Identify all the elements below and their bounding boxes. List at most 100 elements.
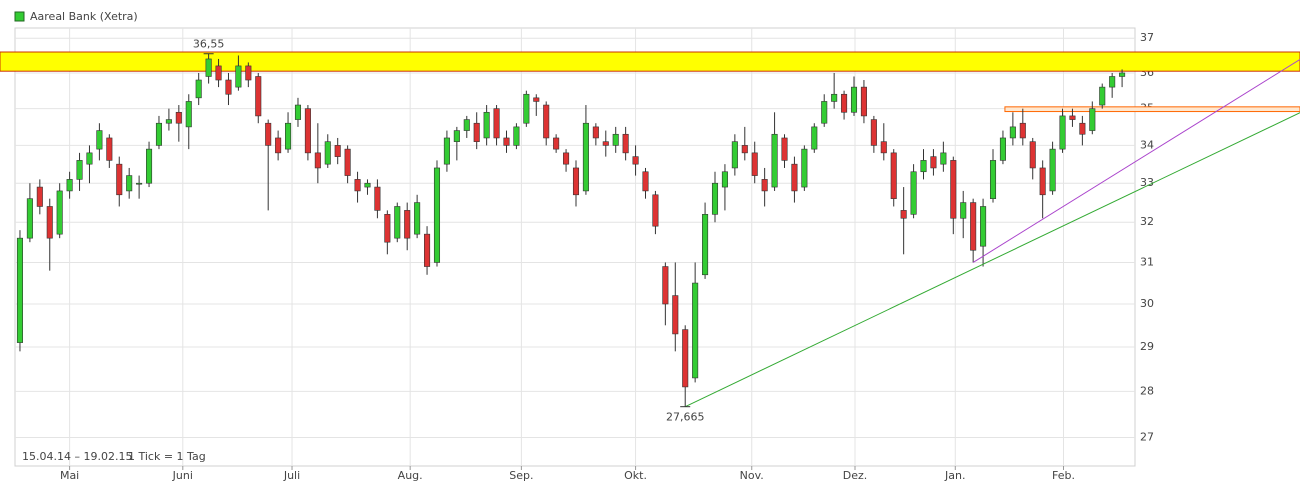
candle-body	[920, 160, 927, 173]
candle-body	[46, 206, 53, 239]
resolution: 1 Tick = 1 Tag	[128, 450, 206, 463]
trendline	[684, 112, 1300, 408]
candle-body	[989, 160, 997, 199]
candle-body	[324, 141, 331, 165]
candle-body	[126, 175, 133, 192]
y-tick-label: 33	[1140, 176, 1154, 189]
y-tick-label: 29	[1140, 340, 1154, 353]
candle-body	[761, 179, 768, 192]
candle-body	[483, 111, 490, 139]
x-tick-label: Jan.	[944, 469, 965, 482]
candle-body	[1089, 108, 1096, 131]
candle-body	[533, 97, 540, 102]
candle-body	[493, 108, 500, 139]
candle-body	[314, 152, 321, 169]
candle-body	[582, 122, 589, 192]
candle-body	[602, 141, 609, 146]
trendline	[972, 58, 1300, 263]
candle-body	[841, 93, 848, 113]
y-tick-label: 34	[1140, 138, 1154, 151]
candle-body	[999, 137, 1006, 161]
candle-body	[463, 119, 470, 131]
y-tick-label: 32	[1140, 215, 1154, 228]
candle-body	[811, 126, 818, 150]
candle-body	[543, 104, 550, 139]
y-tick-label: 30	[1140, 297, 1154, 310]
candle-body	[563, 152, 570, 165]
candle-body	[960, 202, 967, 219]
x-tick-label: Okt.	[624, 469, 647, 482]
y-tick-label: 37	[1140, 31, 1154, 44]
candle-body	[265, 122, 272, 146]
candle-body	[682, 329, 689, 388]
candle-body	[424, 233, 431, 267]
candle-body	[1099, 86, 1106, 106]
candle-body	[414, 202, 421, 235]
candle-body	[443, 137, 450, 165]
candle-body	[1019, 122, 1026, 139]
candle-body	[950, 160, 957, 219]
candle-body	[36, 186, 43, 207]
candle-body	[185, 101, 192, 128]
candle-body	[374, 186, 381, 211]
candle-body	[364, 182, 371, 188]
candle-body	[275, 137, 282, 154]
x-tick-label: Aug.	[398, 469, 423, 482]
candle-body	[523, 93, 530, 124]
x-tick-label: Nov.	[740, 469, 764, 482]
candle-body	[473, 122, 480, 142]
candle-body	[662, 266, 669, 305]
candle-body	[980, 206, 987, 247]
candle-body	[1059, 115, 1066, 150]
candle-body	[136, 182, 143, 185]
candle-body	[910, 171, 917, 215]
candle-body	[870, 119, 877, 146]
candle-body	[940, 152, 947, 165]
x-tick-label: Mai	[60, 469, 79, 482]
candle-body	[652, 194, 659, 227]
y-tick-label: 31	[1140, 255, 1154, 268]
candle-body	[791, 163, 798, 192]
candle-body	[801, 148, 808, 188]
x-tick-label: Sep.	[509, 469, 533, 482]
candle-body	[16, 237, 23, 343]
candle-body	[285, 122, 292, 150]
candle-body	[245, 65, 252, 81]
candle-body	[255, 76, 262, 117]
candle-body	[56, 190, 63, 235]
candle-body	[175, 111, 182, 124]
candle-body	[930, 156, 937, 169]
candle-body	[632, 156, 639, 165]
candle-body	[642, 171, 649, 192]
candle-body	[880, 141, 887, 154]
candle-body	[1029, 141, 1036, 169]
candle-body	[26, 198, 33, 239]
candle-body	[225, 79, 232, 95]
candle-body	[900, 210, 907, 219]
candle-body	[294, 104, 302, 120]
legend-swatch	[14, 11, 25, 22]
x-tick-label: Juli	[283, 469, 300, 482]
candle-body	[781, 137, 788, 161]
chart-title: Aareal Bank (Xetra)	[30, 10, 138, 23]
zone	[1004, 106, 1300, 113]
candle-body	[155, 122, 163, 146]
candle-body	[1069, 115, 1076, 120]
candle-body	[771, 133, 778, 188]
candle-body	[433, 167, 441, 263]
candle-body	[1039, 167, 1046, 196]
candle-body	[106, 137, 113, 161]
candle-body	[146, 148, 153, 184]
zone	[0, 51, 1300, 72]
candle-body	[672, 295, 679, 335]
candle-body	[622, 133, 629, 154]
candle-body	[344, 148, 351, 176]
candle-body	[394, 206, 401, 239]
candle-body	[215, 65, 222, 81]
candle-body	[195, 79, 202, 99]
x-tick-label: Dez.	[843, 469, 868, 482]
candle-body	[384, 214, 391, 243]
candle-body	[741, 145, 748, 154]
